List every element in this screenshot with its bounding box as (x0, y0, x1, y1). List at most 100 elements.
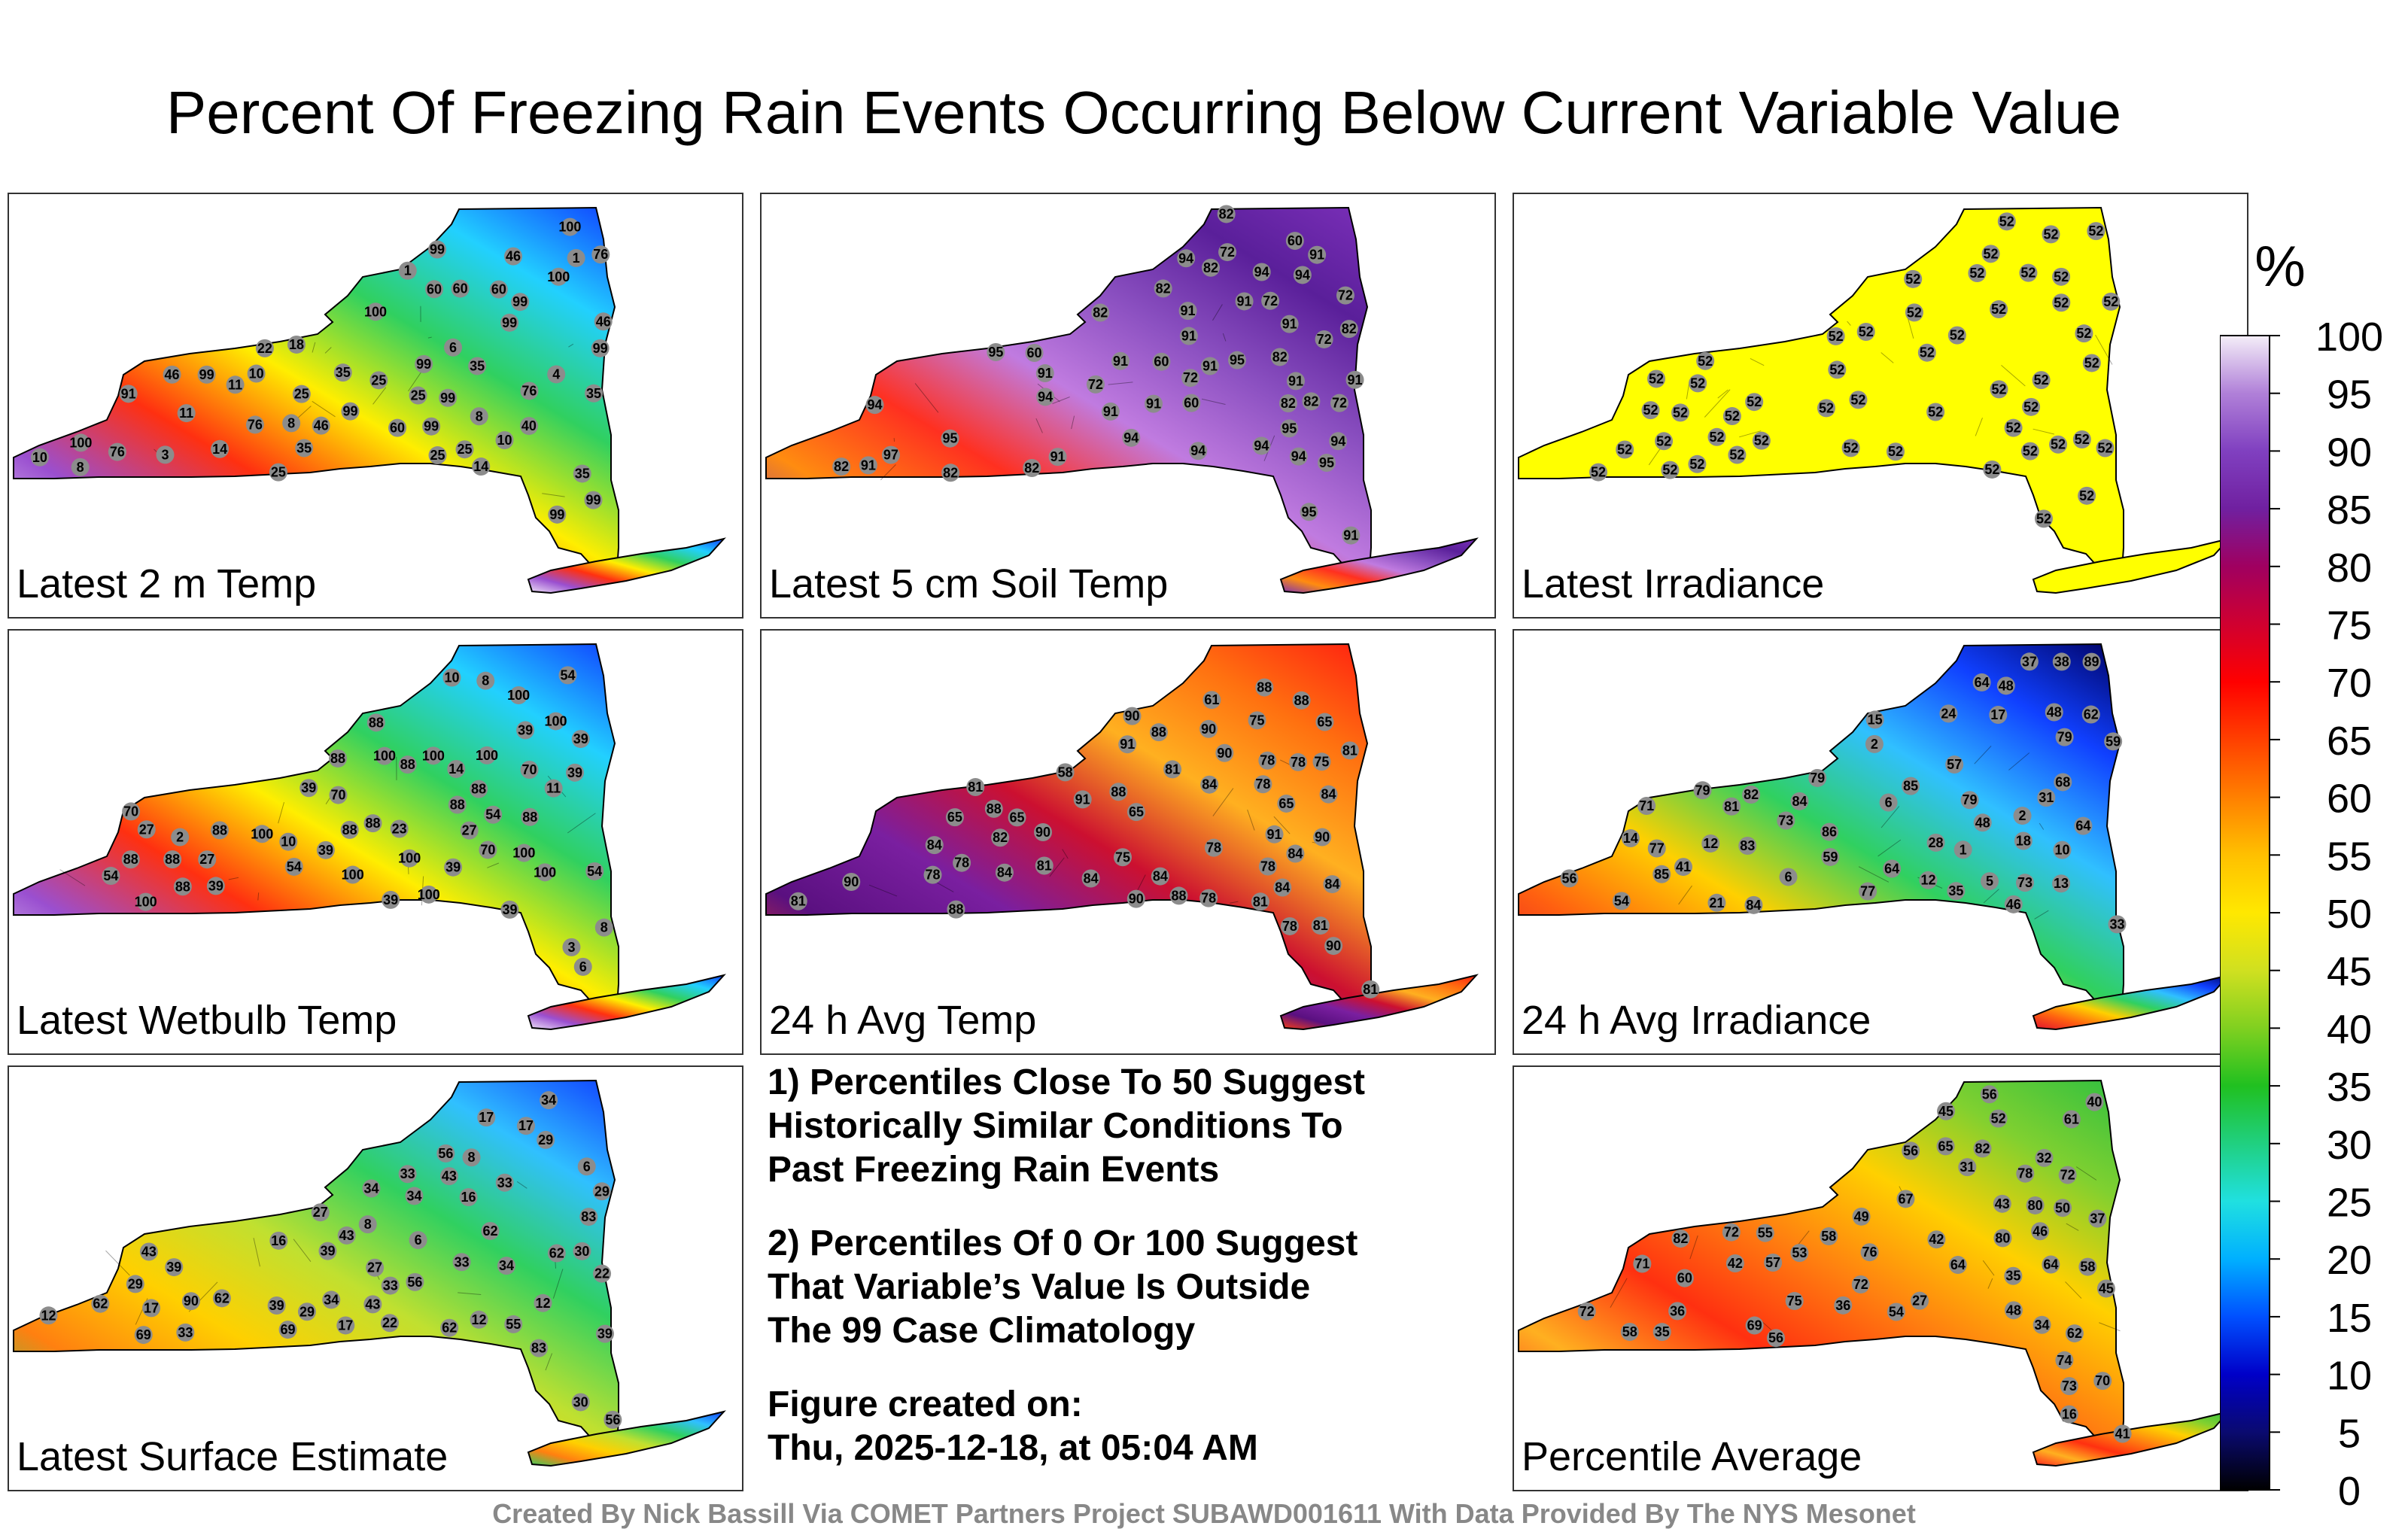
station-marker: 82 (1201, 258, 1220, 277)
station-value: 94 (1295, 267, 1310, 282)
station-dot (1235, 292, 1254, 311)
station-marker: 72 (1218, 243, 1237, 262)
station-marker: 57 (1945, 755, 1964, 774)
station-dot (297, 1302, 316, 1321)
station-dot (126, 1275, 144, 1293)
station-value: 99 (342, 404, 357, 419)
station-dot (1707, 893, 1726, 912)
station-value: 65 (1317, 715, 1332, 730)
station-dot (509, 686, 528, 705)
station-dot (1621, 829, 1640, 848)
station-marker: 54 (102, 867, 120, 886)
station-dot (1936, 1137, 1955, 1156)
station-dot (1202, 691, 1221, 710)
station-marker: 33 (176, 1323, 195, 1342)
station-marker: 12 (534, 1293, 552, 1312)
station-value: 86 (1822, 825, 1837, 840)
station-dot (1169, 886, 1188, 905)
station-value: 99 (199, 367, 214, 382)
station-marker: 72 (1577, 1302, 1596, 1321)
station-dot (1218, 243, 1237, 262)
county-line (1049, 857, 1065, 877)
station-value: 91 (1181, 303, 1196, 318)
station-marker: 33 (2108, 915, 2127, 934)
station-value: 85 (1654, 867, 1669, 882)
county-line (2075, 1166, 2097, 1181)
station-dot (1896, 1190, 1915, 1208)
station-dot (1318, 453, 1336, 472)
station-marker: 6 (573, 957, 592, 976)
station-marker: 6 (577, 1157, 596, 1176)
station-dot (1315, 330, 1333, 348)
station-dot (1945, 755, 1964, 774)
county-line (312, 400, 336, 418)
station-value: 58 (2080, 1260, 2095, 1275)
station-value: 52 (2084, 355, 2099, 370)
county-line (1610, 1278, 1628, 1308)
station-value: 84 (1202, 777, 1217, 792)
station-marker: 33 (452, 1253, 471, 1272)
county-line (567, 813, 596, 834)
station-value: 39 (383, 892, 398, 907)
colorbar-tick-label: 35 (2327, 1065, 2372, 1110)
station-marker: 72 (1722, 1223, 1741, 1242)
station-dot (470, 407, 488, 426)
county-line (2095, 334, 2113, 365)
station-marker: 78 (1258, 857, 1277, 876)
station-marker: 2 (2013, 807, 2032, 825)
station-dot (2093, 1372, 2112, 1391)
station-value: 62 (482, 1223, 497, 1239)
station-marker: 34 (322, 1290, 341, 1309)
station-dot (181, 1292, 200, 1311)
station-value: 33 (400, 1166, 415, 1181)
station-value: 67 (1898, 1191, 1913, 1206)
station-marker: 52 (1886, 442, 1905, 461)
station-dot (1292, 691, 1311, 710)
station-dot (2087, 222, 2105, 241)
station-value: 35 (336, 365, 351, 380)
station-dot (1126, 803, 1145, 822)
station-value: 76 (593, 247, 608, 262)
station-marker: 91 (119, 385, 138, 403)
station-dot (1655, 432, 1674, 451)
station-value: 52 (1829, 329, 1844, 344)
station-dot (1722, 1223, 1741, 1242)
station-marker: 30 (571, 1393, 590, 1412)
station-value: 95 (1282, 421, 1297, 436)
state-fill (1518, 206, 2124, 572)
station-value: 75 (1787, 1293, 1802, 1309)
station-value: 78 (954, 856, 969, 871)
station-value: 29 (538, 1132, 553, 1147)
station-value: 100 (135, 895, 157, 910)
station-value: 78 (926, 868, 941, 883)
county-line (1987, 1278, 1993, 1289)
station-marker: 65 (1315, 713, 1334, 731)
station-dot (1883, 859, 1902, 878)
station-marker: 56 (406, 1272, 424, 1291)
station-value: 94 (1178, 251, 1193, 266)
station-dot (497, 1257, 515, 1275)
station-dot (341, 402, 360, 421)
station-dot (1989, 1109, 2008, 1128)
station-value: 82 (1673, 1231, 1688, 1246)
station-value: 52 (1991, 1111, 2006, 1126)
station-value: 81 (1313, 918, 1328, 933)
station-dot (1779, 868, 1798, 886)
station-value: 58 (1821, 1229, 1836, 1244)
station-value: 90 (844, 874, 859, 889)
station-dot (381, 1314, 400, 1333)
station-marker: 84 (1081, 869, 1100, 888)
station-value: 52 (1950, 328, 1965, 343)
station-marker: 52 (1968, 264, 1987, 283)
station-value: 42 (1929, 1232, 1944, 1247)
station-dot (1905, 303, 1923, 322)
station-marker: 77 (1647, 839, 1666, 858)
station-dot (571, 730, 590, 749)
station-value: 1 (1960, 842, 1967, 857)
station-dot (1752, 431, 1771, 450)
station-value: 64 (1950, 1257, 1966, 1272)
station-marker: 25 (455, 440, 474, 459)
notes-block: 1) Percentiles Close To 50 Suggest Histo… (768, 1061, 1475, 1470)
station-marker: 67 (1896, 1190, 1915, 1208)
station-marker: 39 (267, 1296, 286, 1315)
